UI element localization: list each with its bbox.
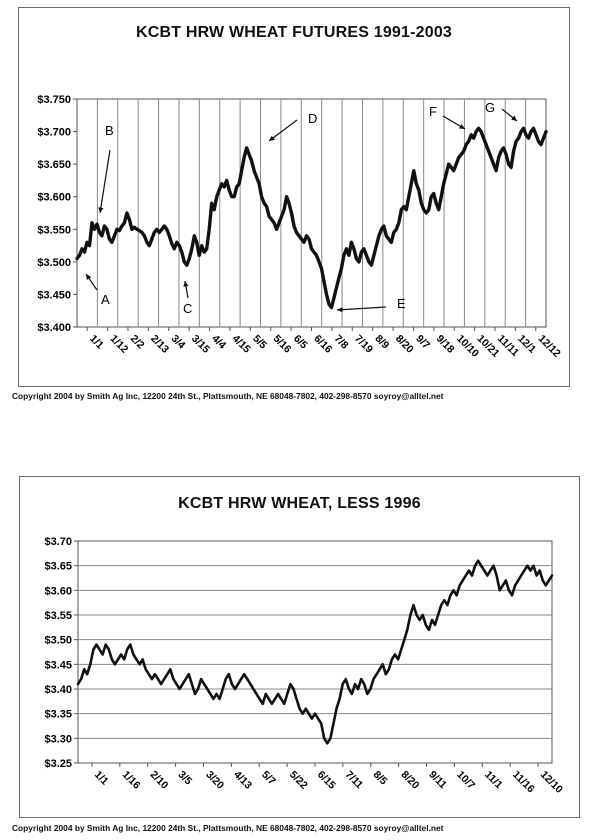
chart-1-y-tick-label: $3.450 [37,289,71,301]
chart-2-x-tick-label: 5/7 [259,769,278,788]
chart-2-y-tick-label: $3.60 [44,585,72,597]
chart-2-y-tick-label: $3.55 [44,610,72,622]
chart-1-annotation-arrowhead [337,307,343,313]
chart-2-x-tick-label: 2/10 [148,769,171,792]
chart-1-annotation-d: D [308,111,317,126]
chart-1-y-tick-label: $3.550 [37,224,71,236]
chart-2-y-tick-label: $3.65 [44,561,72,573]
chart-1-annotation-a: A [101,292,110,307]
chart-1-y-tick-label: $3.500 [37,257,71,269]
chart-2-x-tick-label: 1/1 [92,769,111,788]
copyright-2: Copyright 2004 by Smith Ag Inc, 12200 24… [12,823,444,833]
chart-1-x-tick-label: 3/4 [169,333,188,352]
chart-1-annotation-arrowhead [183,281,189,287]
chart-2-x-tick-label: 8/20 [399,769,422,792]
chart-1-x-tick-label: 1/12 [107,333,130,356]
chart-2-x-tick-label: 12/10 [538,769,565,796]
chart-2-x-tick-label: 8/5 [371,769,390,788]
chart-1-y-tick-label: $3.600 [37,192,71,204]
chart-1-annotation-b: B [105,123,114,138]
chart-1-x-tick-label: 8/9 [373,333,392,352]
chart-1-annotation-arrow [99,149,111,214]
chart-1-y-tick-label: $3.400 [37,322,71,334]
chart-1-x-tick-label: 4/15 [230,333,253,356]
chart-1-x-tick-label: 5/5 [250,333,269,352]
chart-1-x-tick-label: 7/8 [332,333,351,352]
chart-1-x-tick-label: 5/16 [271,333,294,356]
chart-1-x-tick-label: 12/12 [536,333,563,360]
chart-2-x-tick-label: 7/11 [343,769,366,792]
chart-1-annotation-g: G [485,100,495,115]
chart-2-plot: $3.70 $3.65 $3.60 $3.55 $3.50 $3.45 $3.40 $3.35… [44,536,565,796]
chart-2-y-tick-label: $3.70 [44,536,72,548]
chart-1-series-line [75,126,548,310]
chart-2-x-tick-label: 10/7 [454,769,477,792]
chart-1-x-tick-label: 10/21 [475,333,502,360]
chart-2-x-tick-label: 6/15 [315,769,338,792]
chart-1-annotation-arrow [336,306,387,311]
chart-1-annotation-f: F [429,104,437,119]
chart-2-y-tick-label: $3.35 [44,709,72,721]
chart-1-annotation-arrowhead [86,274,92,280]
chart-1-title: KCBT HRW WHEAT FUTURES 1991-2003 [135,24,453,41]
chart-1-x-tick-label: 8/20 [393,333,416,356]
chart-1-x-tick-label: 10/10 [454,333,481,360]
chart-2-y-tick-label: $3.45 [44,659,72,671]
chart-2-x-tick-label: 1/16 [120,769,143,792]
chart-2-x-tick-label: 9/11 [426,769,449,792]
copyright-1: Copyright 2004 by Smith Ag Inc, 12200 24… [12,391,444,401]
chart-1-x-tick-label: 6/16 [311,333,334,356]
chart-2-series-line [76,559,554,745]
chart-1-annotation-arrow [268,119,298,142]
chart-1-y-tick-label: $3.700 [37,127,71,139]
chart-1-x-tick-label: 4/4 [209,333,228,352]
chart-1-x-tick-label: 3/15 [189,333,212,356]
chart-1-x-tick-label: 11/11 [495,333,521,359]
chart-2-title: KCBT HRW WHEAT, LESS 1996 [178,495,421,512]
chart-1-annotation-e: E [397,296,406,311]
chart-1-x-tick-label: 2/2 [128,333,147,352]
chart-1-annotation-arrowhead [511,115,517,121]
chart-1-annotation-arrowhead [98,207,104,213]
chart-2: KCBT HRW WHEAT, LESS 1996 $3.70 $3.65 $3.6… [19,476,580,818]
chart-1-x-tick-label: 1/1 [87,333,106,352]
chart-1-annotation-c: C [183,301,192,316]
chart-2-y-tick-label: $3.50 [44,635,72,647]
chart-1-x-tick-label: 9/7 [413,333,432,352]
chart-2-y-tick-label: $3.40 [44,684,72,696]
chart-1: KCBT HRW WHEAT FUTURES 1991-2003 $3.750 $… [18,7,570,387]
chart-2-y-tick-label: $3.25 [44,758,72,770]
chart-2-x-tick-label: 11/16 [510,769,537,796]
chart-1-annotation-arrowhead [459,124,465,129]
chart-2-x-tick-label: 4/13 [231,769,254,792]
chart-2-x-tick-label: 3/20 [203,769,226,792]
chart-1-y-tick-label: $3.650 [37,159,71,171]
chart-1-y-tick-label: $3.750 [37,94,71,106]
chart-1-x-tick-label: 7/19 [352,333,375,356]
chart-2-y-tick-label: $3.30 [44,733,72,745]
chart-2-x-tick-label: 5/22 [287,769,310,792]
chart-1-x-tick-label: 9/18 [434,333,457,356]
chart-2-plot-area [77,540,553,764]
chart-1-annotation-arrowhead [269,135,275,141]
chart-1-plot: $3.750 $3.700 $3.650 $3.600 $3.550 $3.500 $3.4… [37,94,563,360]
chart-1-x-tick-label: 2/13 [148,333,171,356]
chart-1-x-tick-label: 6/5 [291,333,310,352]
chart-2-x-tick-label: 11/1 [482,769,505,792]
chart-2-x-tick-label: 3/5 [175,769,194,788]
